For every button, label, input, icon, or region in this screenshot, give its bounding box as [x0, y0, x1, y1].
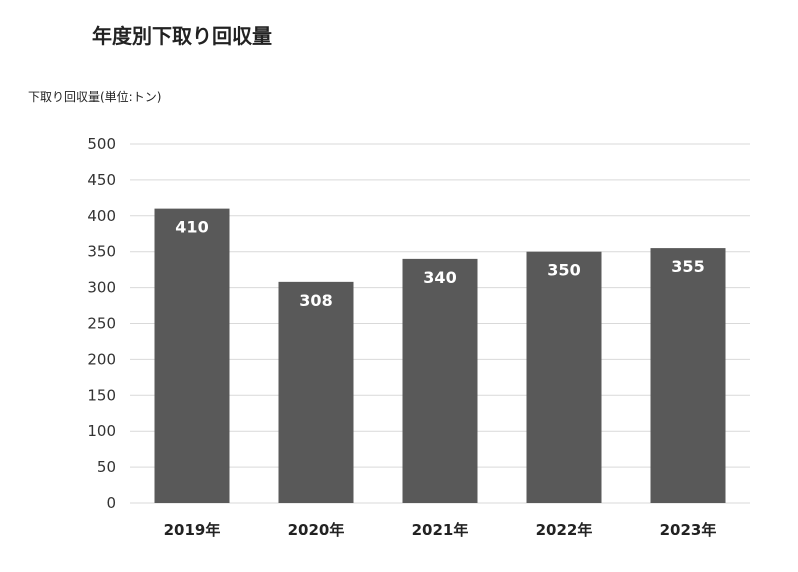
y-tick-label: 350: [87, 243, 116, 261]
chart-title: 年度別下取り回収量: [92, 24, 272, 48]
x-tick-label: 2019年: [164, 521, 221, 539]
y-tick-label: 100: [87, 422, 116, 440]
data-label: 355: [671, 257, 704, 276]
y-tick-label: 0: [106, 494, 116, 512]
data-label: 308: [299, 291, 332, 310]
x-tick-label: 2020年: [288, 521, 345, 539]
bar: [650, 248, 726, 503]
data-label: 410: [175, 218, 208, 237]
y-tick-label: 450: [87, 171, 116, 189]
bar: [526, 251, 602, 503]
x-tick-label: 2021年: [412, 521, 469, 539]
y-tick-label: 150: [87, 386, 116, 404]
y-tick-label: 500: [87, 135, 116, 153]
y-tick-label: 200: [87, 350, 116, 368]
x-tick-label: 2023年: [660, 521, 717, 539]
data-label: 340: [423, 268, 456, 287]
bar: [154, 208, 230, 503]
y-tick-label: 250: [87, 315, 116, 333]
y-tick-label: 400: [87, 207, 116, 225]
bar: [402, 258, 478, 503]
y-tick-label: 50: [97, 458, 116, 476]
y-axis-label: 下取り回収量(単位:トン): [28, 90, 162, 104]
y-tick-label: 300: [87, 279, 116, 297]
bar: [278, 281, 354, 503]
data-label: 350: [547, 261, 580, 280]
x-tick-label: 2022年: [536, 521, 593, 539]
